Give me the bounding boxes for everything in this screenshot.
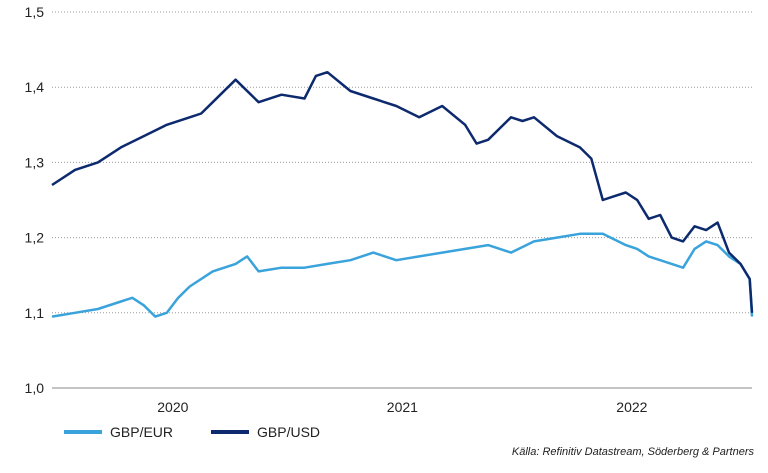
y-tick-label: 1,1 [25,305,45,321]
chart-area: 1,0 1,1 1,2 1,3 1,4 1,5 2020 2021 2022 [25,4,754,415]
y-axis-tick-labels: 1,0 1,1 1,2 1,3 1,4 1,5 [25,4,45,396]
y-tick-label: 1,0 [25,380,45,396]
y-tick-label: 1,4 [25,79,45,95]
gridlines [52,11,752,314]
legend-swatch-gbp-eur [64,430,102,434]
series-line-gbp-eur [51,232,754,318]
x-tick-label: 2022 [616,399,647,415]
legend-item-gbp-eur: GBP/EUR [64,424,173,440]
legend-item-gbp-usd: GBP/USD [211,424,320,440]
y-tick-label: 1,2 [25,230,45,246]
x-axis-tick-labels: 2020 2021 2022 [157,399,647,415]
legend-label-gbp-usd: GBP/USD [257,424,321,440]
y-tick-label: 1,3 [25,154,45,170]
series-lines [51,70,754,318]
series-line-gbp-usd [51,70,754,313]
legend-swatch-gbp-usd [211,430,250,434]
x-tick-label: 2021 [387,399,418,415]
legend-label-gbp-eur: GBP/EUR [110,424,174,440]
source-note: Källa: Refinitiv Datastream, Söderberg &… [511,446,754,458]
x-tick-label: 2020 [157,399,188,415]
legend: GBP/EUR GBP/USD [64,424,358,440]
y-tick-label: 1,5 [25,4,45,20]
